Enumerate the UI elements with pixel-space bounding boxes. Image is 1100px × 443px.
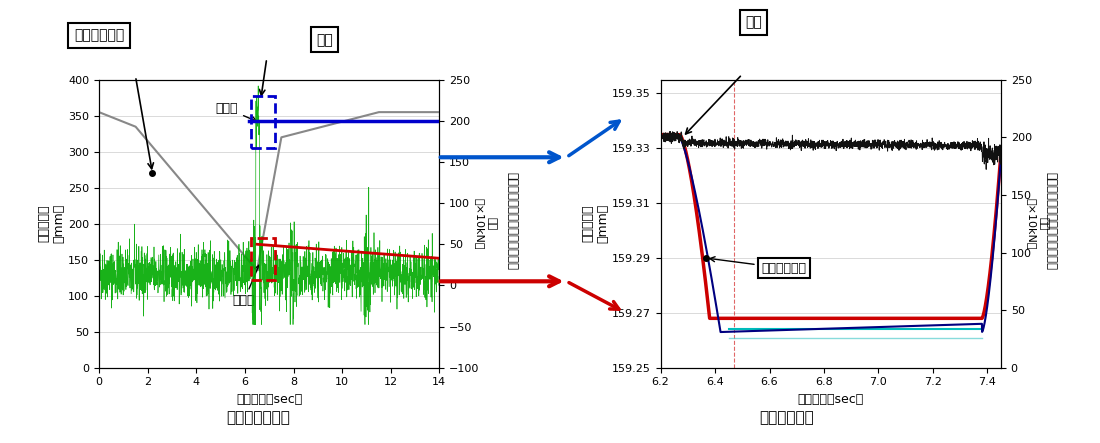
Text: モータトルクより換算した荷重: モータトルクより換算した荷重 xyxy=(505,172,518,271)
Text: スライド位置: スライド位置 xyxy=(710,257,806,275)
Text: 下死点: 下死点 xyxy=(233,265,260,307)
Y-axis label: 荷重
（×10kN）: 荷重 （×10kN） xyxy=(1027,198,1048,249)
Text: 荷重: 荷重 xyxy=(316,33,333,47)
Y-axis label: 荷重
（×10kN）: 荷重 （×10kN） xyxy=(474,198,496,249)
Text: 加工中: 加工中 xyxy=(216,102,256,121)
Y-axis label: ストローク
（mm）: ストローク （mm） xyxy=(37,204,65,243)
Y-axis label: ストローク
（mm）: ストローク （mm） xyxy=(581,204,609,243)
Bar xyxy=(251,96,275,148)
X-axis label: 経過時間（sec）: 経過時間（sec） xyxy=(798,393,864,406)
Text: モーション線図: モーション線図 xyxy=(227,410,290,425)
Text: スライド位置: スライド位置 xyxy=(74,28,124,43)
Text: モータトルクより換算した荷重: モータトルクより換算した荷重 xyxy=(1044,172,1057,271)
Text: 荷重: 荷重 xyxy=(745,15,762,29)
Bar xyxy=(251,238,275,280)
X-axis label: 経過時間（sec）: 経過時間（sec） xyxy=(236,393,302,406)
Text: 下死点データ: 下死点データ xyxy=(759,410,814,425)
